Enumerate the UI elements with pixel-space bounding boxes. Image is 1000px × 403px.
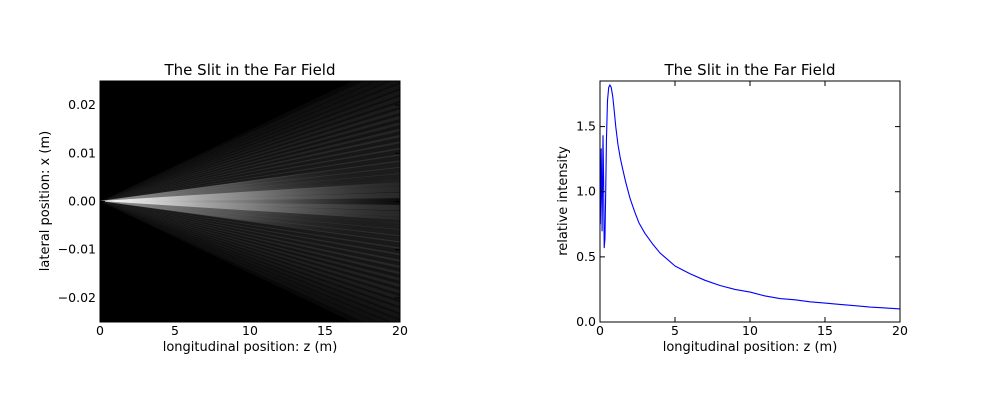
heatmap-fringe	[100, 201, 376, 322]
x-tick-label: 20	[892, 323, 908, 338]
heatmap-fringe	[100, 201, 400, 243]
y-tick-label: 0.02	[68, 97, 96, 112]
heatmap-fringe	[100, 201, 400, 322]
heatmap-fringe	[100, 134, 400, 202]
heatmap-fringe	[100, 201, 400, 307]
heatmap-fringe	[100, 201, 400, 294]
x-tick-label: 20	[392, 323, 408, 338]
y-tick-label: −0.02	[58, 290, 96, 305]
heatmap-fringe	[100, 109, 400, 202]
y-tick-label: 1.0	[576, 184, 596, 199]
heatmap-fringe	[100, 90, 400, 202]
heatmap-fringe	[100, 201, 400, 262]
heatmap-fringe	[100, 81, 400, 202]
heatmap-fringe	[100, 102, 400, 202]
heatmap-fringe	[100, 81, 389, 202]
heatmap-fringe	[100, 201, 389, 322]
heatmap-image	[100, 81, 400, 322]
y-tick-label: 0.00	[68, 194, 96, 209]
heatmap-fringes	[100, 81, 400, 322]
intensity-series-line	[600, 84, 900, 310]
heatmap-fringe	[100, 81, 376, 202]
heatmap-fringe	[100, 147, 400, 202]
x-tick-label: 10	[242, 323, 258, 338]
heatmap-fringe	[100, 201, 400, 249]
heatmap-fringe	[100, 201, 400, 269]
heatmap-y-label: lateral position: x (m)	[38, 131, 53, 271]
x-tick-label: 15	[817, 323, 833, 338]
x-tick-label: 0	[596, 323, 604, 338]
heatmap-fringe	[100, 201, 400, 281]
line-x-ticks: 0 5 10 15 20	[596, 81, 908, 338]
line-y-ticks: 0.0 0.5 1.0 1.5	[576, 119, 900, 329]
y-tick-label: −0.01	[58, 242, 96, 257]
heatmap-x-ticks: 0 5 10 15 20	[96, 81, 408, 338]
heatmap-x-label: longitudinal position: z (m)	[163, 340, 338, 355]
line-y-label: relative intensity	[556, 146, 571, 256]
heatmap-fringe	[100, 128, 400, 202]
heatmap-y-ticks: 0.02 0.01 0.00 −0.01 −0.02	[58, 97, 400, 305]
line-plot-area	[600, 81, 900, 322]
heatmap-fringe	[100, 201, 400, 322]
x-tick-label: 5	[671, 323, 679, 338]
heatmap-fringe	[100, 115, 400, 202]
heatmap-fringe	[100, 201, 400, 256]
line-panel: The Slit in the Far Field 0 5 10 15 20 0.00.…	[556, 61, 908, 355]
line-title: The Slit in the Far Field	[664, 61, 836, 79]
heatmap-fringe	[100, 154, 400, 202]
x-tick-label: 10	[742, 323, 758, 338]
line-x-label: longitudinal position: z (m)	[663, 340, 838, 355]
heatmap-fringe	[100, 201, 400, 288]
y-tick-label: 0.0	[576, 314, 596, 329]
x-tick-label: 0	[96, 323, 104, 338]
y-tick-label: 1.5	[576, 119, 596, 134]
heatmap-fringe	[100, 96, 400, 202]
x-tick-label: 15	[317, 323, 333, 338]
heatmap-fringe	[100, 201, 400, 320]
heatmap-fringe	[100, 81, 400, 202]
y-tick-label: 0.01	[68, 145, 96, 160]
heatmap-title: The Slit in the Far Field	[164, 61, 336, 79]
y-tick-label: 0.5	[576, 249, 596, 264]
heatmap-fringe	[100, 83, 400, 202]
x-tick-label: 5	[171, 323, 179, 338]
heatmap-panel: The Slit in the Far Field 0 5 10 15 20 0.020…	[38, 61, 408, 355]
heatmap-fringe	[100, 201, 400, 301]
heatmap-fringe	[100, 201, 400, 275]
heatmap-fringe	[100, 122, 400, 202]
heatmap-core	[100, 182, 400, 220]
heatmap-fringe	[100, 201, 400, 313]
heatmap-fringe	[100, 141, 400, 202]
